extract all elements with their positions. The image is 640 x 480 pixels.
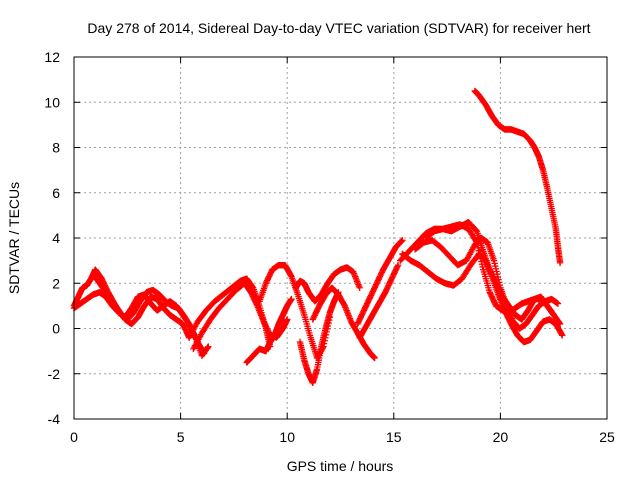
y-tick-label: 6 [52,185,60,201]
x-tick-label: 25 [599,429,615,445]
x-tick-label: 5 [177,429,185,445]
series-arc9 [292,264,363,305]
series-arc6 [243,295,295,366]
series-arc8 [296,289,342,386]
x-tick-labels: 0 5 10 15 20 25 [70,429,615,445]
series-arc11 [354,237,406,328]
y-tick-label: 10 [44,94,60,110]
data-point [371,354,378,362]
x-tick-label: 20 [493,429,509,445]
chart-title: Day 278 of 2014, Sidereal Day-to-day VTE… [87,20,590,36]
series-arc12 [356,261,402,341]
data-point [205,343,212,350]
data-series [70,87,566,386]
data-point [399,237,406,244]
series-arc10 [309,284,378,362]
data-point [394,261,402,269]
x-axis-label: GPS time / hours [287,458,394,474]
data-point [559,332,566,339]
y-tick-label: -4 [48,411,61,427]
x-tick-label: 10 [279,429,295,445]
grid-lines [74,57,607,419]
data-point [356,284,363,291]
axis-ticks [73,56,608,420]
y-tick-label: -2 [48,366,61,382]
x-tick-label: 0 [70,429,78,445]
data-point [288,295,295,303]
data-point [550,311,557,319]
y-tick-label: 0 [52,321,60,337]
data-point [554,300,562,307]
y-tick-label: 12 [44,49,60,65]
series-arc5 [190,280,291,353]
y-tick-label: 2 [52,275,60,291]
data-point [284,316,291,323]
y-tick-labels: -4 -2 0 2 4 6 8 10 12 [44,49,60,427]
y-tick-label: 4 [52,230,60,246]
data-point [556,259,564,267]
x-tick-label: 15 [386,429,402,445]
y-tick-label: 8 [52,140,60,156]
series-arc17 [471,87,564,267]
series-arc3 [89,271,193,341]
series-arc16 [422,218,557,323]
y-axis-label: SDTVAR / TECUs [6,182,22,294]
